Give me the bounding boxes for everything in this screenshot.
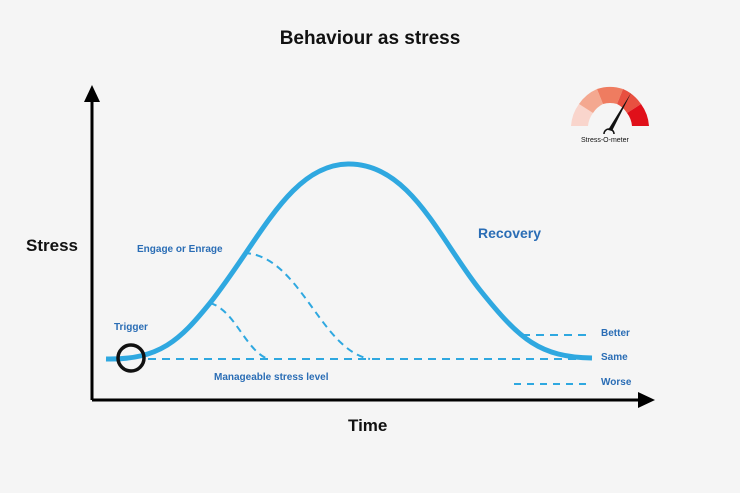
- axes: [84, 85, 655, 408]
- engage-label: Engage or Enrage: [137, 244, 223, 255]
- y-axis-label: Stress: [26, 236, 78, 255]
- same-label: Same: [601, 352, 628, 363]
- meter-label: Stress-O-meter: [581, 137, 629, 144]
- stress-curve: [105, 161, 593, 362]
- stress-o-meter-icon: [571, 86, 649, 135]
- early-recovery-curve: [209, 302, 269, 360]
- trigger-marker: [116, 343, 146, 373]
- better-label: Better: [601, 328, 630, 339]
- trigger-label: Trigger: [114, 322, 148, 333]
- diagram-title: Behaviour as stress: [279, 28, 461, 49]
- manageable-label: Manageable stress level: [214, 372, 329, 383]
- mid-recovery-curve: [243, 252, 371, 360]
- x-axis-label: Time: [348, 416, 388, 435]
- worse-label: Worse: [601, 377, 632, 388]
- recovery-label: Recovery: [478, 225, 542, 241]
